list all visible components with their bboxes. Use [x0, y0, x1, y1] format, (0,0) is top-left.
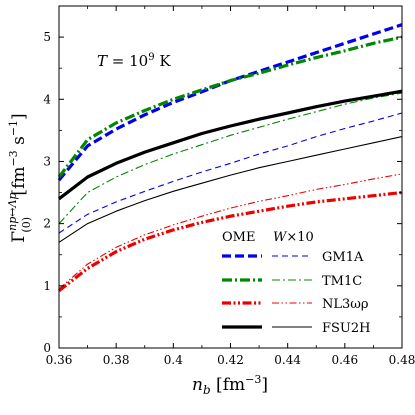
series-line-tm1c-ome — [57, 35, 403, 178]
y-tick-label: 4 — [43, 92, 51, 106]
legend-header-w10: W×10 — [273, 230, 314, 245]
series-line-nl3-ome — [58, 190, 403, 293]
legend-label: TM1C — [322, 274, 362, 289]
legend-label: NL3ωρ — [322, 297, 369, 312]
x-tick-label: 0.42 — [217, 353, 244, 367]
legend-label: FSU2H — [322, 321, 371, 336]
legend-header-ome: OME — [222, 230, 255, 245]
x-tick-label: 0.46 — [331, 353, 358, 367]
y-tick-label: 2 — [43, 217, 51, 231]
x-tick-label: 0.36 — [46, 353, 73, 367]
legend: OME W×10 GM1A TM1C NL3ωρ FSU2H — [222, 230, 371, 336]
series-line-tm1c-w10 — [58, 92, 403, 224]
series-line-nl3-w10 — [58, 173, 403, 290]
x-axis-title: nb [fm−3] — [192, 373, 268, 397]
x-axis-title-text: nb [fm−3] — [192, 373, 268, 397]
x-tick-label: 0.44 — [274, 353, 301, 367]
x-tick-label: 0.4 — [164, 353, 183, 367]
series-line-gm1a-w10 — [58, 112, 403, 234]
y-axis-title-text: Γnp↔Λp(0) [fm−3 s−1] — [6, 113, 33, 242]
y-tick-label: 3 — [43, 154, 51, 168]
series-line-fsu2h-ome — [58, 89, 403, 201]
y-axis-title: Γnp↔Λp(0) [fm−3 s−1] — [6, 113, 33, 242]
x-tick-label: 0.48 — [389, 353, 415, 367]
x-tick-label: 0.38 — [103, 353, 130, 367]
temperature-annotation: T = 109 K — [97, 52, 171, 70]
y-tick-label: 0 — [43, 341, 51, 355]
y-tick-label: 1 — [43, 279, 51, 293]
y-tick-label: 5 — [43, 30, 51, 44]
legend-label: GM1A — [322, 250, 364, 265]
series-line-fsu2h-w10 — [58, 136, 403, 243]
